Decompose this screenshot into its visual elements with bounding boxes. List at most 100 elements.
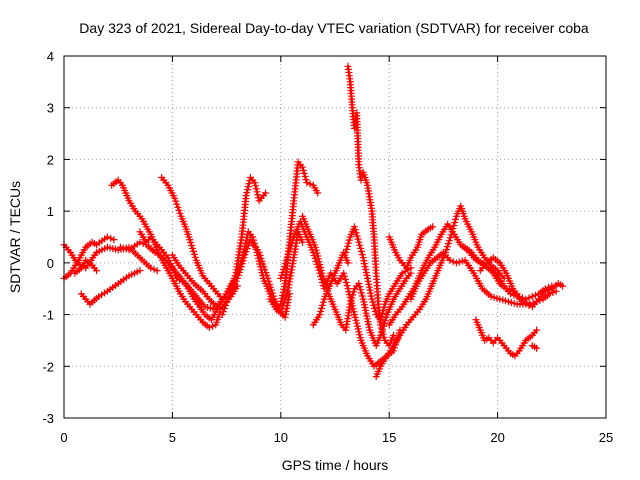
data-point-marker [429, 223, 437, 231]
y-axis-label: SDTVAR / TECUs [7, 181, 23, 293]
data-point-marker [507, 290, 515, 298]
data-point-marker [342, 249, 350, 256]
data-point-marker [357, 286, 365, 294]
data-point-marker [244, 242, 252, 250]
data-point-marker [225, 293, 233, 300]
data-point-marker [220, 305, 228, 312]
data-point-marker [533, 326, 541, 334]
series-s4 [77, 267, 144, 308]
data-point-marker [510, 291, 518, 299]
data-point-marker [354, 235, 362, 243]
data-point-marker [451, 219, 459, 226]
data-point-marker [190, 247, 197, 255]
data-point-marker [345, 236, 353, 244]
data-point-marker [317, 308, 325, 315]
series-s19 [385, 223, 437, 272]
data-point-marker [356, 283, 364, 291]
data-point-marker [285, 248, 293, 256]
data-point-marker [136, 238, 144, 246]
data-point-marker [223, 299, 231, 306]
data-point-marker [251, 179, 259, 187]
data-point-marker [369, 298, 377, 306]
data-point-marker [281, 263, 288, 271]
data-point-marker [191, 253, 199, 261]
y-tick-label: 2 [47, 152, 54, 167]
data-point-marker [352, 229, 360, 237]
data-point-marker [378, 327, 386, 335]
data-point-marker [371, 308, 379, 315]
data-point-marker [219, 308, 227, 316]
data-point-marker [267, 283, 275, 291]
y-tick-label: -2 [42, 359, 54, 374]
data-point-marker [299, 166, 307, 174]
data-point-marker [349, 291, 357, 299]
data-point-marker [346, 300, 354, 308]
data-point-marker [227, 287, 235, 295]
data-point-marker [449, 258, 457, 266]
data-point-marker [528, 293, 536, 300]
x-axis-label: GPS time / hours [282, 457, 389, 473]
data-point-marker [209, 322, 216, 330]
data-point-marker [165, 257, 173, 265]
data-point-marker [377, 313, 385, 321]
data-point-marker [357, 289, 365, 297]
data-point-marker [253, 188, 261, 196]
data-point-marker [522, 295, 530, 303]
data-point-marker [167, 260, 174, 268]
x-tick-label: 20 [490, 430, 504, 445]
data-point-marker [229, 278, 237, 286]
data-point-marker [244, 183, 252, 191]
data-point-marker [341, 272, 348, 280]
data-point-marker [243, 245, 251, 253]
data-point-marker [318, 301, 326, 309]
data-point-marker [452, 215, 459, 223]
data-point-marker [277, 308, 285, 316]
data-point-marker [282, 293, 290, 301]
data-point-marker [306, 180, 314, 188]
data-point-marker [390, 331, 397, 339]
data-point-marker [377, 324, 385, 332]
chart-title: Day 323 of 2021, Sidereal Day-to-day VTE… [79, 20, 589, 36]
data-point-marker [380, 333, 388, 341]
data-point-marker [548, 282, 556, 290]
data-point-marker [552, 287, 560, 295]
data-point-marker [355, 280, 363, 287]
data-point-marker [314, 189, 322, 197]
data-point-marker [350, 288, 358, 296]
data-point-marker [103, 233, 111, 241]
series-s3 [71, 256, 100, 277]
data-point-marker [303, 179, 311, 187]
series-s16 [342, 223, 415, 324]
data-point-marker [381, 317, 389, 324]
series-s2 [60, 233, 118, 282]
data-point-marker [344, 259, 352, 267]
data-point-marker [559, 282, 567, 290]
y-tick-label: 3 [47, 101, 54, 116]
data-point-marker [302, 176, 310, 184]
data-point-marker [136, 267, 144, 275]
data-point-marker [268, 289, 276, 297]
data-point-marker [171, 194, 179, 202]
data-point-marker [377, 316, 384, 324]
data-point-marker [344, 239, 352, 247]
data-point-marker [299, 238, 306, 246]
data-point-marker [252, 182, 259, 190]
series-s22 [476, 254, 556, 303]
data-point-marker [549, 289, 557, 297]
data-point-marker [357, 244, 365, 252]
data-point-marker [340, 269, 348, 277]
data-point-marker [358, 251, 366, 259]
data-point-marker [526, 300, 534, 308]
data-point-marker [446, 256, 454, 264]
data-point-marker [173, 200, 181, 208]
data-point-marker [107, 234, 115, 242]
data-point-marker [172, 271, 179, 279]
data-point-marker [245, 180, 253, 188]
data-point-marker [344, 242, 352, 250]
x-tick-label: 5 [169, 430, 176, 445]
data-point-marker [341, 275, 349, 283]
data-point-marker [342, 279, 350, 286]
data-point-marker [443, 243, 451, 251]
data-point-marker [283, 254, 291, 262]
data-point-marker [519, 294, 526, 302]
